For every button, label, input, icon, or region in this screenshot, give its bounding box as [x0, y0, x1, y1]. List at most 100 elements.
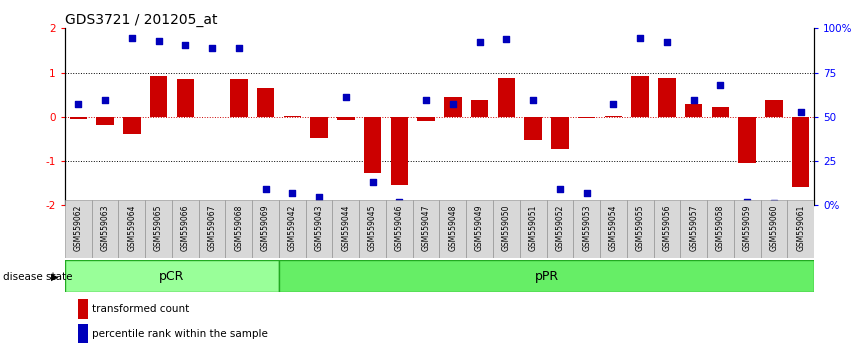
- FancyBboxPatch shape: [306, 200, 333, 258]
- FancyBboxPatch shape: [279, 200, 306, 258]
- FancyBboxPatch shape: [92, 200, 119, 258]
- Point: [312, 195, 326, 200]
- Point: [553, 185, 567, 191]
- FancyBboxPatch shape: [493, 200, 520, 258]
- Text: percentile rank within the sample: percentile rank within the sample: [92, 329, 268, 339]
- Text: GSM559052: GSM559052: [555, 205, 565, 251]
- Bar: [65, 260, 279, 292]
- Text: GSM559043: GSM559043: [314, 205, 324, 251]
- Text: GSM559053: GSM559053: [582, 205, 591, 251]
- FancyBboxPatch shape: [734, 200, 760, 258]
- Bar: [364, 117, 381, 173]
- Bar: [712, 107, 729, 117]
- Point: [125, 35, 139, 41]
- FancyBboxPatch shape: [386, 200, 413, 258]
- Point: [365, 179, 379, 185]
- FancyBboxPatch shape: [520, 200, 546, 258]
- FancyBboxPatch shape: [172, 200, 198, 258]
- Point: [714, 82, 727, 88]
- Bar: [658, 78, 675, 117]
- Text: GSM559046: GSM559046: [395, 205, 404, 251]
- Text: GSM559058: GSM559058: [716, 205, 725, 251]
- Text: GSM559062: GSM559062: [74, 205, 83, 251]
- Bar: [96, 117, 113, 125]
- Bar: [417, 117, 435, 121]
- Text: GSM559050: GSM559050: [502, 205, 511, 251]
- Point: [794, 110, 808, 115]
- Bar: [739, 117, 756, 163]
- FancyBboxPatch shape: [225, 200, 252, 258]
- Bar: [471, 100, 488, 117]
- FancyBboxPatch shape: [787, 200, 814, 258]
- Bar: [123, 117, 140, 134]
- Point: [71, 102, 85, 107]
- Point: [633, 35, 647, 41]
- Bar: [766, 100, 783, 117]
- Text: transformed count: transformed count: [92, 304, 189, 314]
- FancyBboxPatch shape: [145, 200, 172, 258]
- FancyBboxPatch shape: [198, 200, 225, 258]
- Bar: [631, 76, 649, 117]
- Text: GSM559064: GSM559064: [127, 205, 136, 251]
- Point: [339, 94, 352, 100]
- Text: GSM559069: GSM559069: [262, 205, 270, 251]
- FancyBboxPatch shape: [466, 200, 493, 258]
- FancyBboxPatch shape: [573, 200, 600, 258]
- Bar: [230, 79, 248, 117]
- Text: GSM559061: GSM559061: [796, 205, 805, 251]
- Bar: [279, 260, 814, 292]
- Point: [259, 185, 273, 191]
- FancyBboxPatch shape: [333, 200, 359, 258]
- FancyBboxPatch shape: [252, 200, 279, 258]
- Text: GSM559065: GSM559065: [154, 205, 163, 251]
- Text: GSM559068: GSM559068: [235, 205, 243, 251]
- FancyBboxPatch shape: [760, 200, 787, 258]
- Point: [500, 36, 514, 42]
- Text: GSM559048: GSM559048: [449, 205, 457, 251]
- Point: [740, 199, 754, 205]
- FancyBboxPatch shape: [359, 200, 386, 258]
- Bar: [792, 117, 810, 187]
- FancyBboxPatch shape: [413, 200, 439, 258]
- Point: [152, 38, 165, 44]
- Point: [579, 190, 593, 196]
- Bar: [578, 117, 595, 118]
- Text: GSM559045: GSM559045: [368, 205, 377, 251]
- Point: [473, 40, 487, 45]
- Point: [178, 42, 192, 48]
- Text: GSM559067: GSM559067: [208, 205, 216, 251]
- Text: GSM559066: GSM559066: [181, 205, 190, 251]
- FancyBboxPatch shape: [65, 200, 92, 258]
- Bar: [150, 76, 167, 117]
- Bar: [685, 104, 702, 117]
- Point: [98, 97, 112, 103]
- FancyBboxPatch shape: [600, 200, 627, 258]
- Point: [232, 45, 246, 51]
- Text: GSM559056: GSM559056: [662, 205, 671, 251]
- Text: GSM559060: GSM559060: [769, 205, 779, 251]
- Text: GSM559063: GSM559063: [100, 205, 110, 251]
- Point: [286, 190, 300, 196]
- Text: disease state: disease state: [3, 272, 72, 282]
- Bar: [498, 78, 515, 117]
- Text: GSM559042: GSM559042: [288, 205, 297, 251]
- Point: [606, 102, 620, 107]
- Text: ▶: ▶: [50, 272, 58, 282]
- Point: [419, 97, 433, 103]
- Point: [392, 199, 406, 205]
- Point: [767, 200, 781, 206]
- Point: [687, 97, 701, 103]
- Text: pCR: pCR: [159, 270, 184, 282]
- Text: GSM559049: GSM559049: [475, 205, 484, 251]
- Point: [446, 102, 460, 107]
- Bar: [444, 97, 462, 117]
- Bar: [551, 117, 569, 149]
- Text: GSM559051: GSM559051: [528, 205, 538, 251]
- FancyBboxPatch shape: [627, 200, 654, 258]
- Bar: [69, 117, 87, 119]
- Bar: [337, 117, 354, 120]
- Bar: [177, 79, 194, 117]
- Text: GDS3721 / 201205_at: GDS3721 / 201205_at: [65, 13, 217, 27]
- Text: GSM559059: GSM559059: [743, 205, 752, 251]
- Bar: [391, 117, 408, 185]
